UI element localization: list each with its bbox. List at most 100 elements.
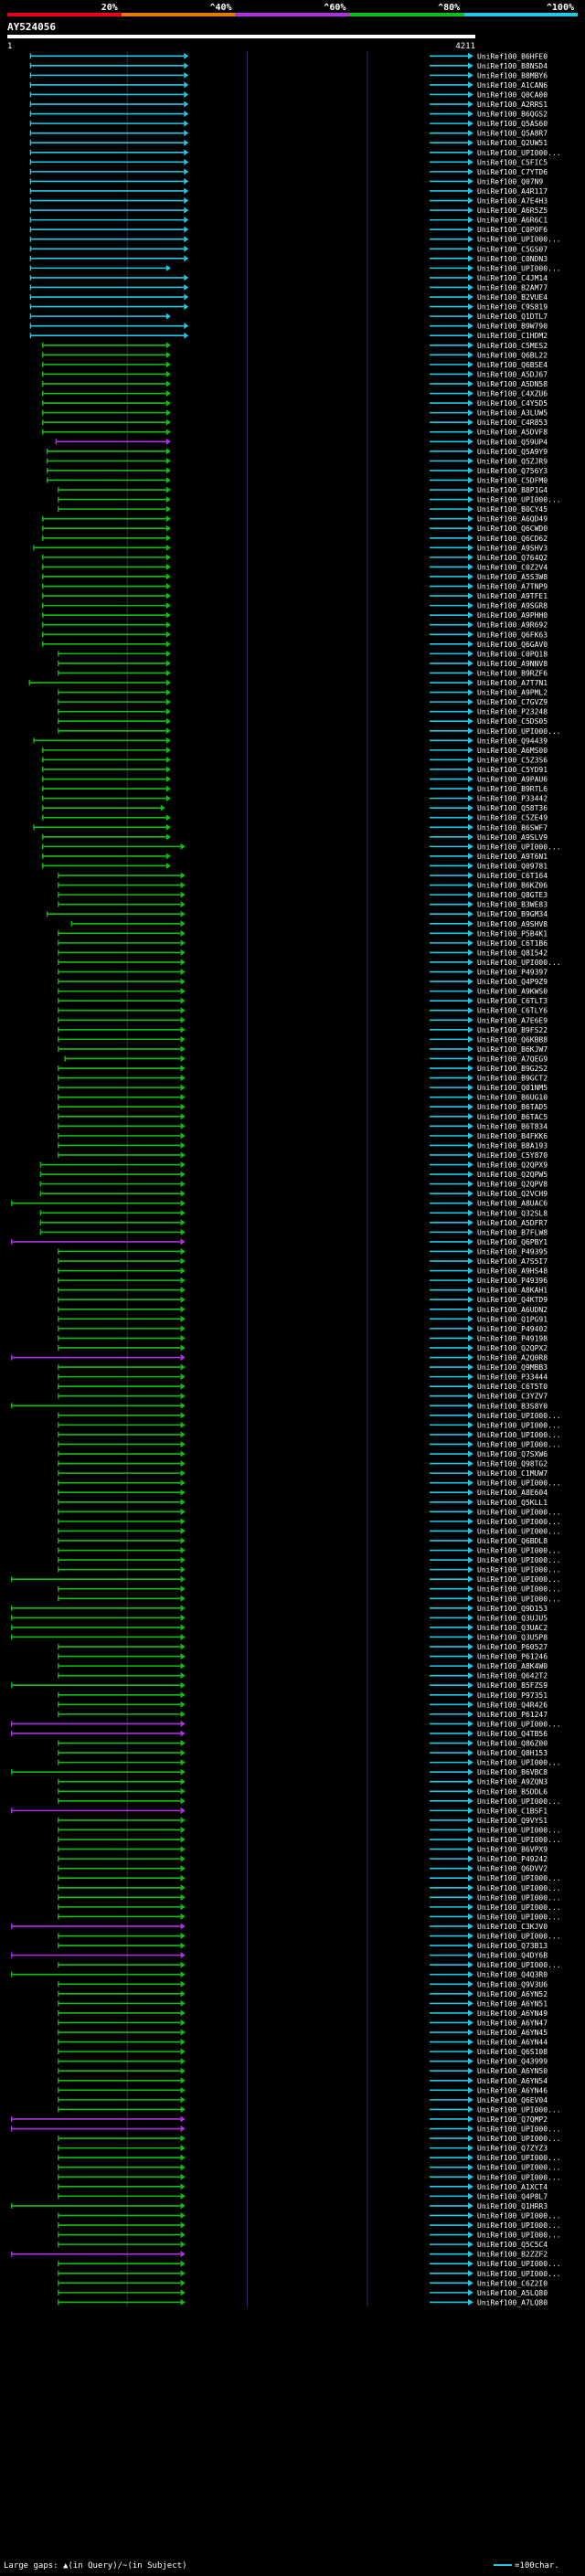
hit-end-arrow	[180, 1171, 186, 1178]
hit-label: UniRef100_C6Z2I0	[477, 2279, 548, 2287]
hit-extension-arrow	[468, 2009, 473, 2017]
hit-extension-arrow	[468, 303, 473, 311]
hit-extension-arrow	[468, 120, 473, 127]
hit-extension-arrow	[468, 409, 473, 417]
hit-extension-arrow	[468, 2211, 473, 2219]
hit-end-arrow	[180, 1778, 186, 1786]
hit-label: UniRef100_Q4KTD9	[477, 1296, 548, 1304]
hit-label: UniRef100_A9SLV9	[477, 833, 548, 842]
hit-end-arrow	[180, 1653, 186, 1660]
hit-end-arrow	[165, 747, 171, 754]
hit-end-arrow	[165, 785, 171, 792]
hit-extension-arrow	[468, 399, 473, 407]
hit-end-arrow	[180, 2096, 186, 2104]
hit-label: UniRef100_A7T7N1	[477, 679, 548, 687]
hit-extension-arrow	[468, 1373, 473, 1381]
hit-extension-arrow	[468, 650, 473, 657]
hit-extension-arrow	[468, 1007, 473, 1014]
hit-label: UniRef100_Q59UP4	[477, 438, 548, 446]
identity-scale-label: ^100%	[547, 3, 574, 13]
hit-end-arrow	[180, 1141, 186, 1149]
hit-end-arrow	[184, 101, 189, 108]
hit-end-arrow	[180, 1855, 186, 1862]
hit-extension-arrow	[468, 602, 473, 610]
hit-end-arrow	[165, 708, 171, 716]
hit-extension-arrow	[468, 756, 473, 763]
hit-extension-arrow	[468, 1817, 473, 1824]
hit-end-arrow	[180, 1460, 186, 1468]
hit-label: UniRef100_C6TLT3	[477, 997, 548, 1005]
hit-label: UniRef100_UPI000...	[477, 2211, 561, 2220]
hit-end-arrow	[180, 1393, 186, 1400]
hit-label: UniRef100_Q8H153	[477, 1749, 548, 1757]
hit-label: UniRef100_A6YN46	[477, 2086, 548, 2094]
hit-label: UniRef100_C9S819	[477, 303, 548, 312]
hit-extension-arrow	[468, 1055, 473, 1062]
hit-extension-arrow	[468, 486, 473, 493]
hit-extension-arrow	[468, 1469, 473, 1477]
hit-label: UniRef100_UPI000...	[477, 2154, 561, 2162]
hit-extension-arrow	[468, 1393, 473, 1400]
hit-label: UniRef100_UPI000...	[477, 264, 561, 272]
hit-end-arrow	[184, 139, 189, 146]
hit-label: UniRef100_A6YN47	[477, 2019, 548, 2027]
hit-end-arrow	[165, 669, 171, 676]
identity-scale-label: ^80%	[438, 3, 460, 13]
hit-label: UniRef100_A7E6E9	[477, 1016, 548, 1024]
hit-extension-arrow	[468, 2135, 473, 2142]
hit-label: UniRef100_B6SWF7	[477, 823, 548, 832]
hit-label: UniRef100_C0P0F6	[477, 226, 548, 234]
hit-label: UniRef100_A9TFE1	[477, 592, 548, 600]
hit-end-arrow	[165, 264, 171, 271]
hit-extension-arrow	[468, 313, 473, 320]
hit-label: UniRef100_C4Y5D5	[477, 399, 548, 408]
hit-label: UniRef100_UPI000...	[477, 959, 561, 967]
hit-end-arrow	[180, 2279, 186, 2286]
hit-end-arrow	[180, 882, 186, 889]
hit-end-arrow	[180, 891, 186, 898]
hit-end-arrow	[180, 2241, 186, 2248]
hit-label: UniRef100_Q4P9Z9	[477, 978, 548, 986]
hit-end-arrow	[180, 1373, 186, 1381]
hit-extension-arrow	[468, 2192, 473, 2200]
hit-label: UniRef100_B8P1G4	[477, 486, 548, 494]
hit-end-arrow	[165, 679, 171, 686]
hit-label: UniRef100_C1BSF1	[477, 1807, 548, 1815]
hit-label: UniRef100_C7GVZ9	[477, 698, 548, 706]
hit-extension-arrow	[468, 1257, 473, 1265]
hit-label: UniRef100_C6T5T0	[477, 1383, 548, 1391]
hit-extension-arrow	[468, 81, 473, 89]
hit-extension-arrow	[468, 332, 473, 339]
hit-end-arrow	[180, 2009, 186, 2017]
hit-extension-arrow	[468, 1556, 473, 1564]
hit-end-arrow	[165, 737, 171, 744]
hit-label: UniRef100_C0PQ18	[477, 650, 548, 658]
hit-end-arrow	[165, 525, 171, 532]
hit-extension-arrow	[468, 1547, 473, 1554]
hit-extension-arrow	[468, 1045, 473, 1053]
hit-end-arrow	[165, 631, 171, 638]
hit-label: UniRef100_Q86Z00	[477, 1740, 548, 1748]
hit-end-arrow	[180, 939, 186, 947]
hit-label: UniRef100_Q2QPX9	[477, 1161, 548, 1170]
hit-label: UniRef100_A7S5I7	[477, 1257, 548, 1266]
hit-end-arrow	[184, 245, 189, 252]
hit-label: UniRef100_Q2VCH9	[477, 1190, 548, 1198]
hit-label: UniRef100_A6R5Z5	[477, 207, 548, 215]
hit-end-arrow	[180, 2029, 186, 2036]
hit-extension-arrow	[468, 2096, 473, 2104]
hit-extension-arrow	[468, 611, 473, 619]
hit-label: UniRef100_Q4Q3R0	[477, 1971, 548, 1979]
hit-label: UniRef100_C6T164	[477, 872, 548, 880]
hit-extension-arrow	[468, 1672, 473, 1680]
hit-extension-arrow	[468, 1219, 473, 1226]
hit-extension-arrow	[468, 1035, 473, 1043]
hit-extension-arrow	[468, 1209, 473, 1216]
hit-extension-arrow	[468, 1923, 473, 1930]
hit-end-arrow	[180, 1354, 186, 1362]
hit-extension-arrow	[468, 2241, 473, 2248]
hit-end-arrow	[180, 1412, 186, 1419]
hit-end-arrow	[165, 370, 171, 377]
hit-label: UniRef100_P33444	[477, 1373, 548, 1382]
hit-extension-arrow	[468, 1797, 473, 1805]
